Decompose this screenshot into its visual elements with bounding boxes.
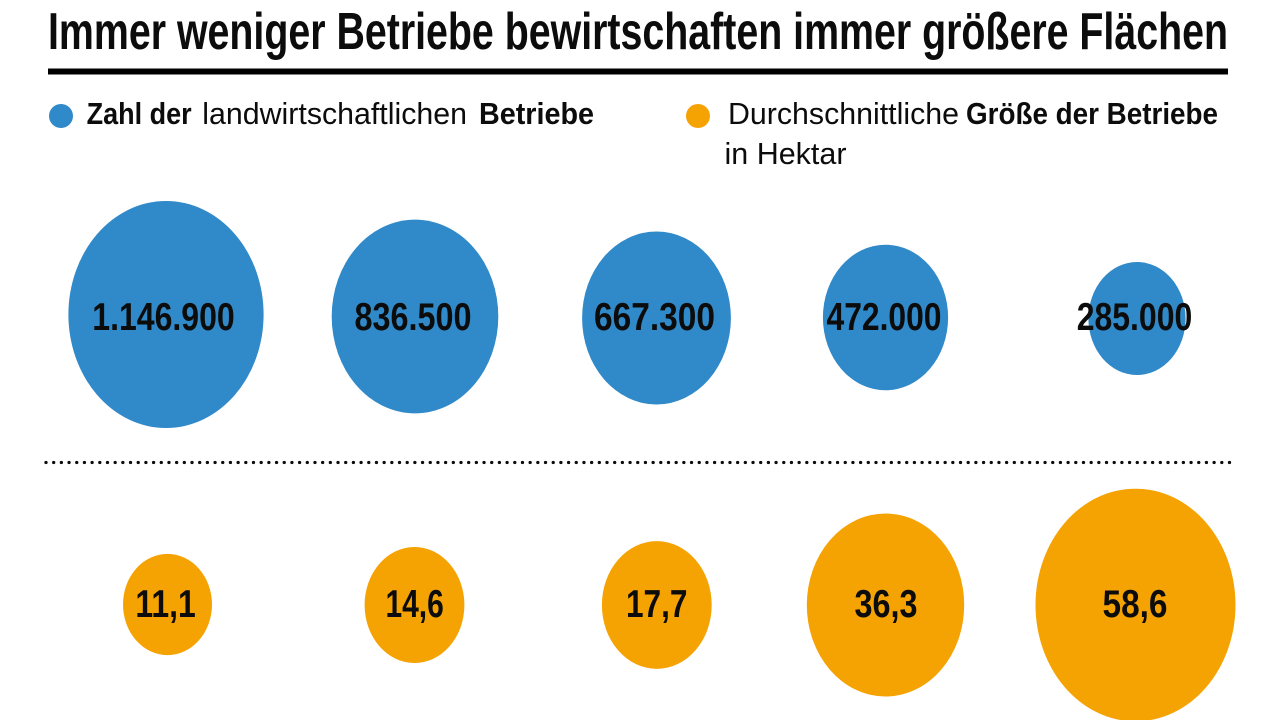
svg-text:landwirtschaftlichen: landwirtschaftlichen (202, 96, 467, 131)
svg-text:Zahl der: Zahl der (87, 96, 192, 131)
svg-text:36,3: 36,3 (855, 583, 918, 626)
svg-text:1.146.900: 1.146.900 (92, 296, 235, 339)
svg-text:Durchschnittliche: Durchschnittliche (728, 96, 959, 131)
svg-text:Betriebe: Betriebe (479, 96, 594, 131)
svg-text:285.000: 285.000 (1077, 296, 1193, 339)
svg-text:in Hektar: in Hektar (725, 136, 847, 171)
svg-text:667.300: 667.300 (594, 296, 715, 339)
svg-text:836.500: 836.500 (355, 296, 472, 339)
svg-text:14,6: 14,6 (385, 583, 443, 626)
svg-text:Immer weniger Betriebe bewirts: Immer weniger Betriebe bewirtschaften im… (48, 3, 1228, 61)
svg-text:472.000: 472.000 (827, 296, 942, 339)
svg-text:Größe der Betriebe: Größe der Betriebe (966, 96, 1218, 131)
svg-text:11,1: 11,1 (135, 583, 195, 626)
svg-text:17,7: 17,7 (626, 583, 688, 626)
svg-text:58,6: 58,6 (1103, 583, 1168, 626)
